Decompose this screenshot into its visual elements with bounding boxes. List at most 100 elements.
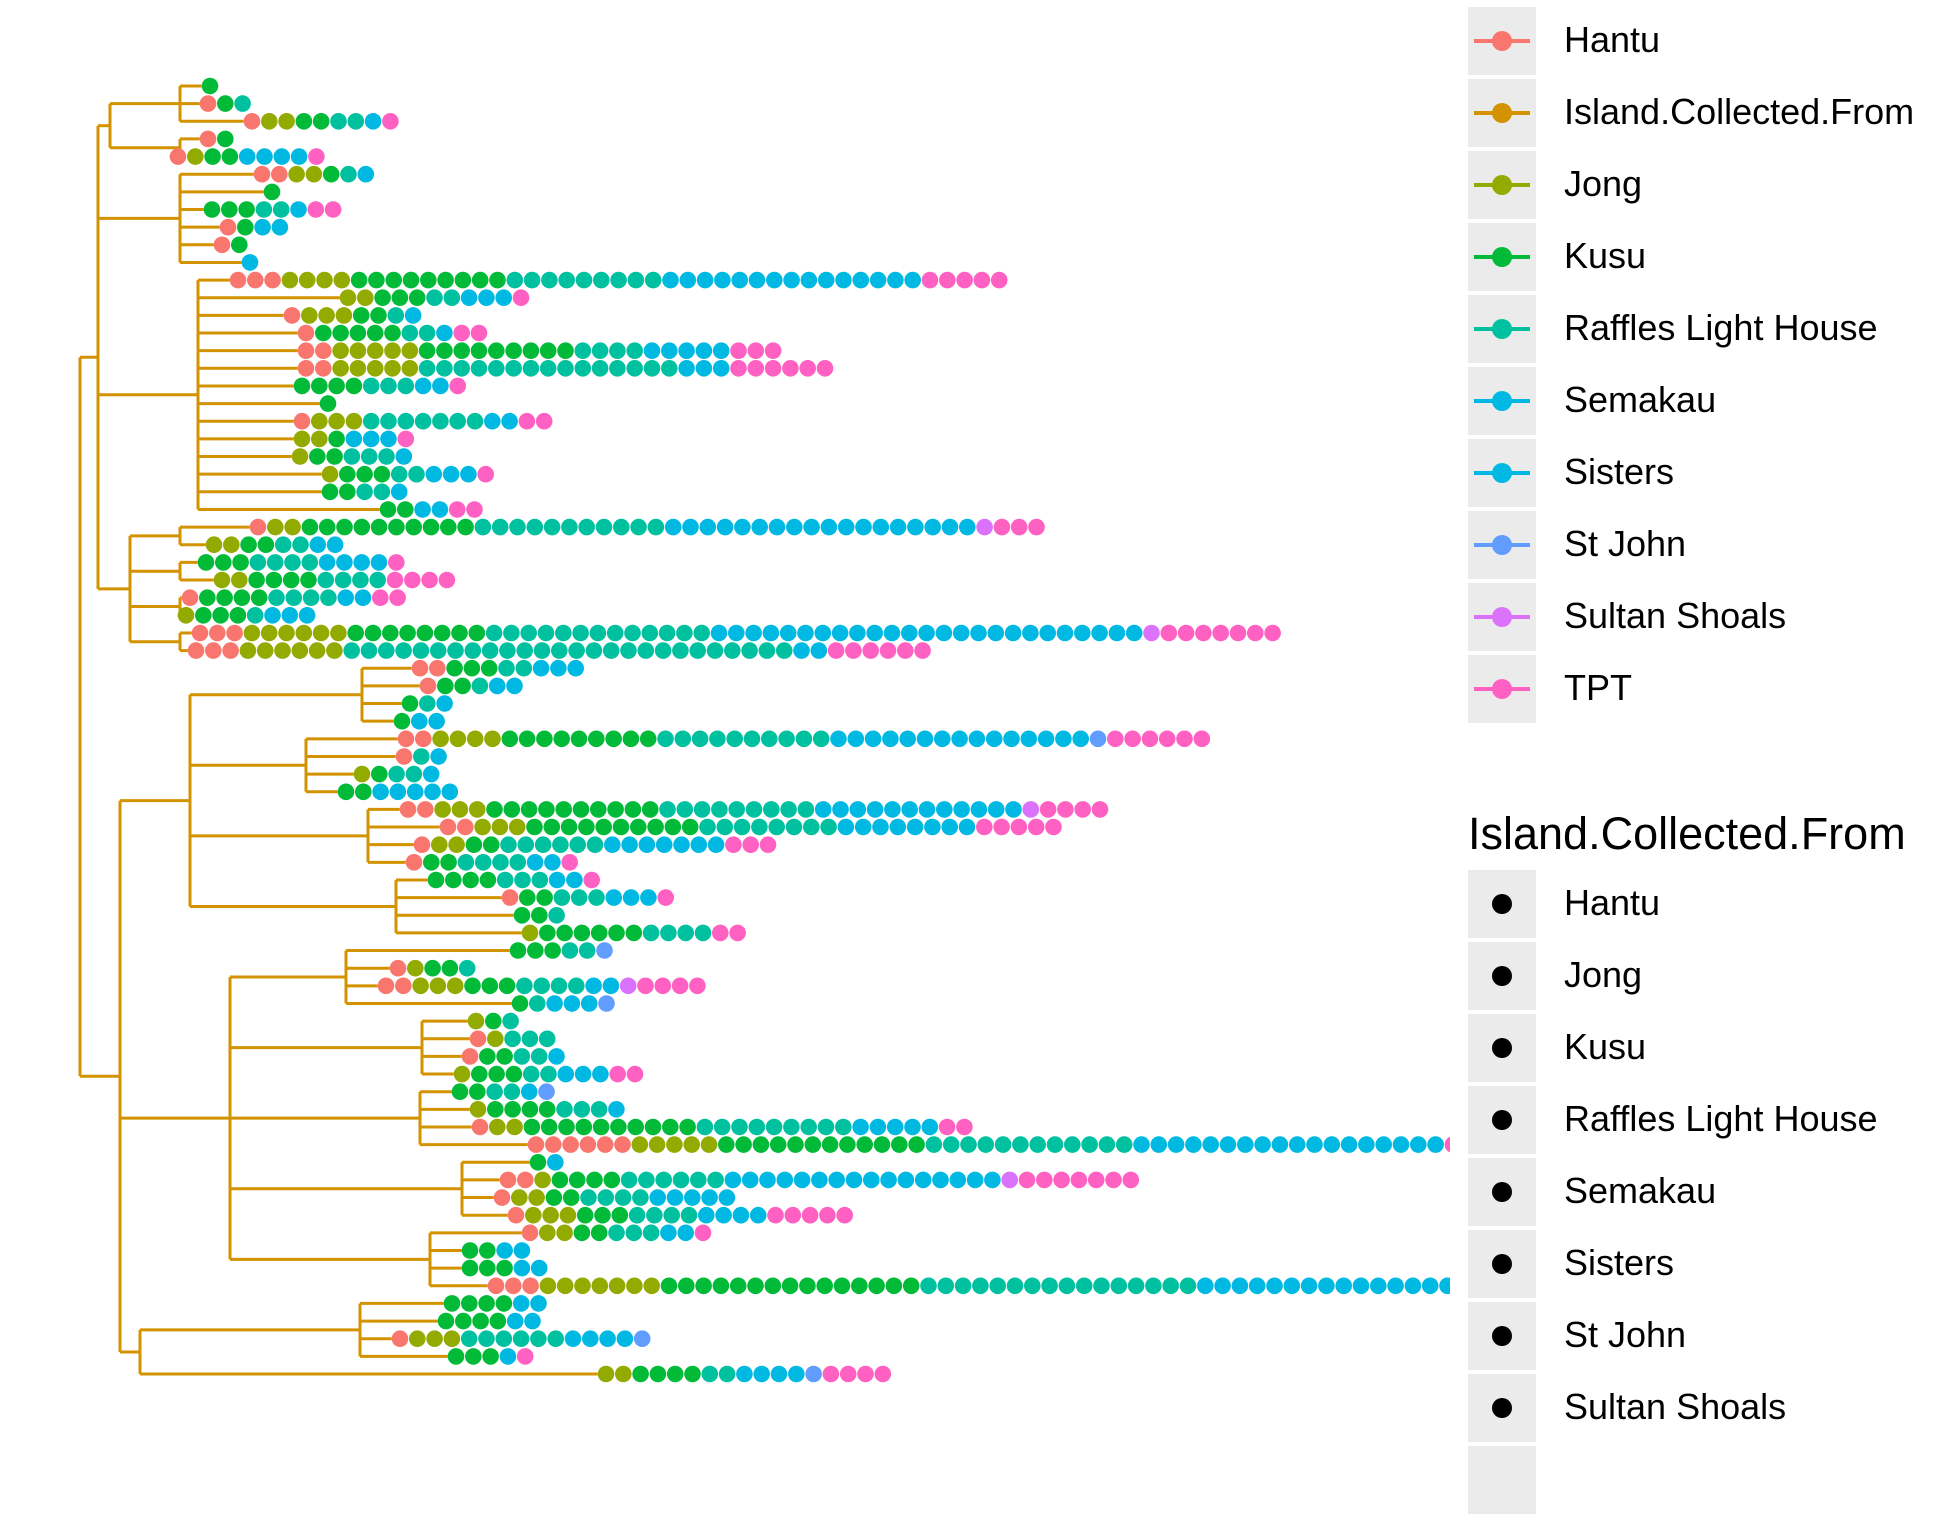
tip-point bbox=[226, 624, 243, 642]
tip-point bbox=[606, 624, 624, 642]
tip-point bbox=[212, 607, 229, 624]
tip-point bbox=[393, 712, 411, 730]
tip-point bbox=[248, 571, 265, 589]
tip-point bbox=[916, 730, 934, 748]
tip-point bbox=[699, 518, 717, 536]
tip-point bbox=[816, 1277, 833, 1295]
tip-point bbox=[229, 607, 247, 624]
tip-row bbox=[321, 465, 495, 483]
tip-point bbox=[594, 1206, 611, 1224]
tip-point bbox=[1115, 1136, 1133, 1153]
tip-point bbox=[695, 342, 713, 360]
shape-legend-entry: Sisters bbox=[1468, 1228, 1906, 1300]
tip-point bbox=[570, 730, 588, 748]
shape-legend-label: Raffles Light House bbox=[1564, 1098, 1878, 1139]
tip-point bbox=[1143, 624, 1160, 642]
tip-point bbox=[696, 1118, 714, 1136]
tip-point bbox=[506, 1312, 524, 1330]
color-legend-key bbox=[1468, 655, 1536, 723]
tip-point bbox=[579, 1136, 597, 1153]
tip-point bbox=[633, 1330, 651, 1347]
shape-legend-key bbox=[1468, 1374, 1536, 1442]
tip-point bbox=[1439, 1277, 1450, 1295]
tip-point bbox=[438, 571, 456, 589]
tip-point bbox=[564, 1330, 582, 1347]
tip-point bbox=[315, 360, 332, 377]
tip-point bbox=[332, 324, 349, 342]
tip-point bbox=[407, 959, 424, 977]
tip-point bbox=[866, 624, 883, 642]
tip-point bbox=[605, 889, 623, 906]
tip-point bbox=[710, 624, 728, 642]
tip-point bbox=[364, 624, 382, 642]
tip-point bbox=[420, 271, 437, 289]
tip-point bbox=[592, 1118, 610, 1136]
tip-row bbox=[469, 1030, 556, 1048]
tip-point bbox=[696, 271, 714, 289]
tip-point bbox=[397, 730, 415, 748]
tip-point bbox=[424, 959, 441, 977]
tip-point bbox=[426, 289, 443, 307]
tip-point bbox=[530, 1048, 548, 1065]
tip-point bbox=[437, 677, 454, 695]
tip-point bbox=[205, 642, 222, 659]
tip-point bbox=[593, 271, 610, 289]
tip-point bbox=[250, 589, 268, 606]
tip-point bbox=[1074, 801, 1091, 818]
tip-point bbox=[468, 624, 486, 642]
tip-point bbox=[661, 342, 678, 360]
tip-point bbox=[868, 1277, 885, 1295]
tip-point bbox=[624, 801, 642, 818]
tip-point bbox=[644, 1118, 662, 1136]
tip-row bbox=[493, 1189, 736, 1206]
tip-row bbox=[319, 395, 337, 412]
tip-point bbox=[372, 783, 389, 801]
tip-point bbox=[1005, 801, 1022, 818]
tip-point bbox=[405, 854, 423, 871]
tip-point bbox=[379, 501, 397, 518]
tip-point bbox=[805, 1365, 822, 1383]
tip-point bbox=[455, 1312, 472, 1330]
tip-point bbox=[615, 1365, 632, 1383]
tip-point bbox=[441, 783, 459, 801]
tip-point bbox=[395, 448, 413, 465]
tip-point bbox=[759, 1171, 776, 1189]
tip-point bbox=[902, 1277, 920, 1295]
tip-point bbox=[516, 642, 533, 659]
tip-point bbox=[714, 271, 731, 289]
shape-legend-key bbox=[1468, 870, 1536, 938]
tip-point bbox=[632, 1365, 649, 1383]
tip-point bbox=[229, 271, 247, 289]
tip-point bbox=[866, 801, 884, 818]
tip-point bbox=[814, 801, 832, 818]
tip-point bbox=[519, 889, 536, 906]
tip-point bbox=[901, 801, 918, 818]
tip-point bbox=[472, 1312, 489, 1330]
tip-point bbox=[204, 148, 221, 165]
tip-point bbox=[470, 342, 488, 360]
tip-point bbox=[222, 642, 239, 659]
tip-point bbox=[529, 1154, 547, 1171]
tip-point bbox=[573, 1101, 591, 1118]
tip-point bbox=[662, 1118, 679, 1136]
tip-point bbox=[298, 271, 316, 289]
tip-point bbox=[293, 430, 311, 448]
tip-point bbox=[907, 518, 924, 536]
tip-point bbox=[451, 801, 469, 818]
tip-point bbox=[682, 518, 699, 536]
tip-point bbox=[804, 1136, 822, 1153]
tip-point bbox=[418, 342, 436, 360]
tip-point bbox=[585, 642, 603, 659]
tip-point bbox=[654, 977, 672, 995]
tip-point bbox=[404, 307, 422, 324]
tip-row bbox=[501, 889, 674, 906]
tip-point bbox=[332, 342, 349, 360]
tip-point bbox=[512, 1295, 530, 1312]
tip-point bbox=[506, 1118, 523, 1136]
tip-point bbox=[734, 518, 751, 536]
shape-legend-key bbox=[1468, 1158, 1536, 1226]
tip-point bbox=[317, 571, 335, 589]
tip-point bbox=[1358, 1136, 1375, 1153]
tip-row bbox=[399, 801, 1109, 818]
tip-point bbox=[747, 360, 765, 377]
